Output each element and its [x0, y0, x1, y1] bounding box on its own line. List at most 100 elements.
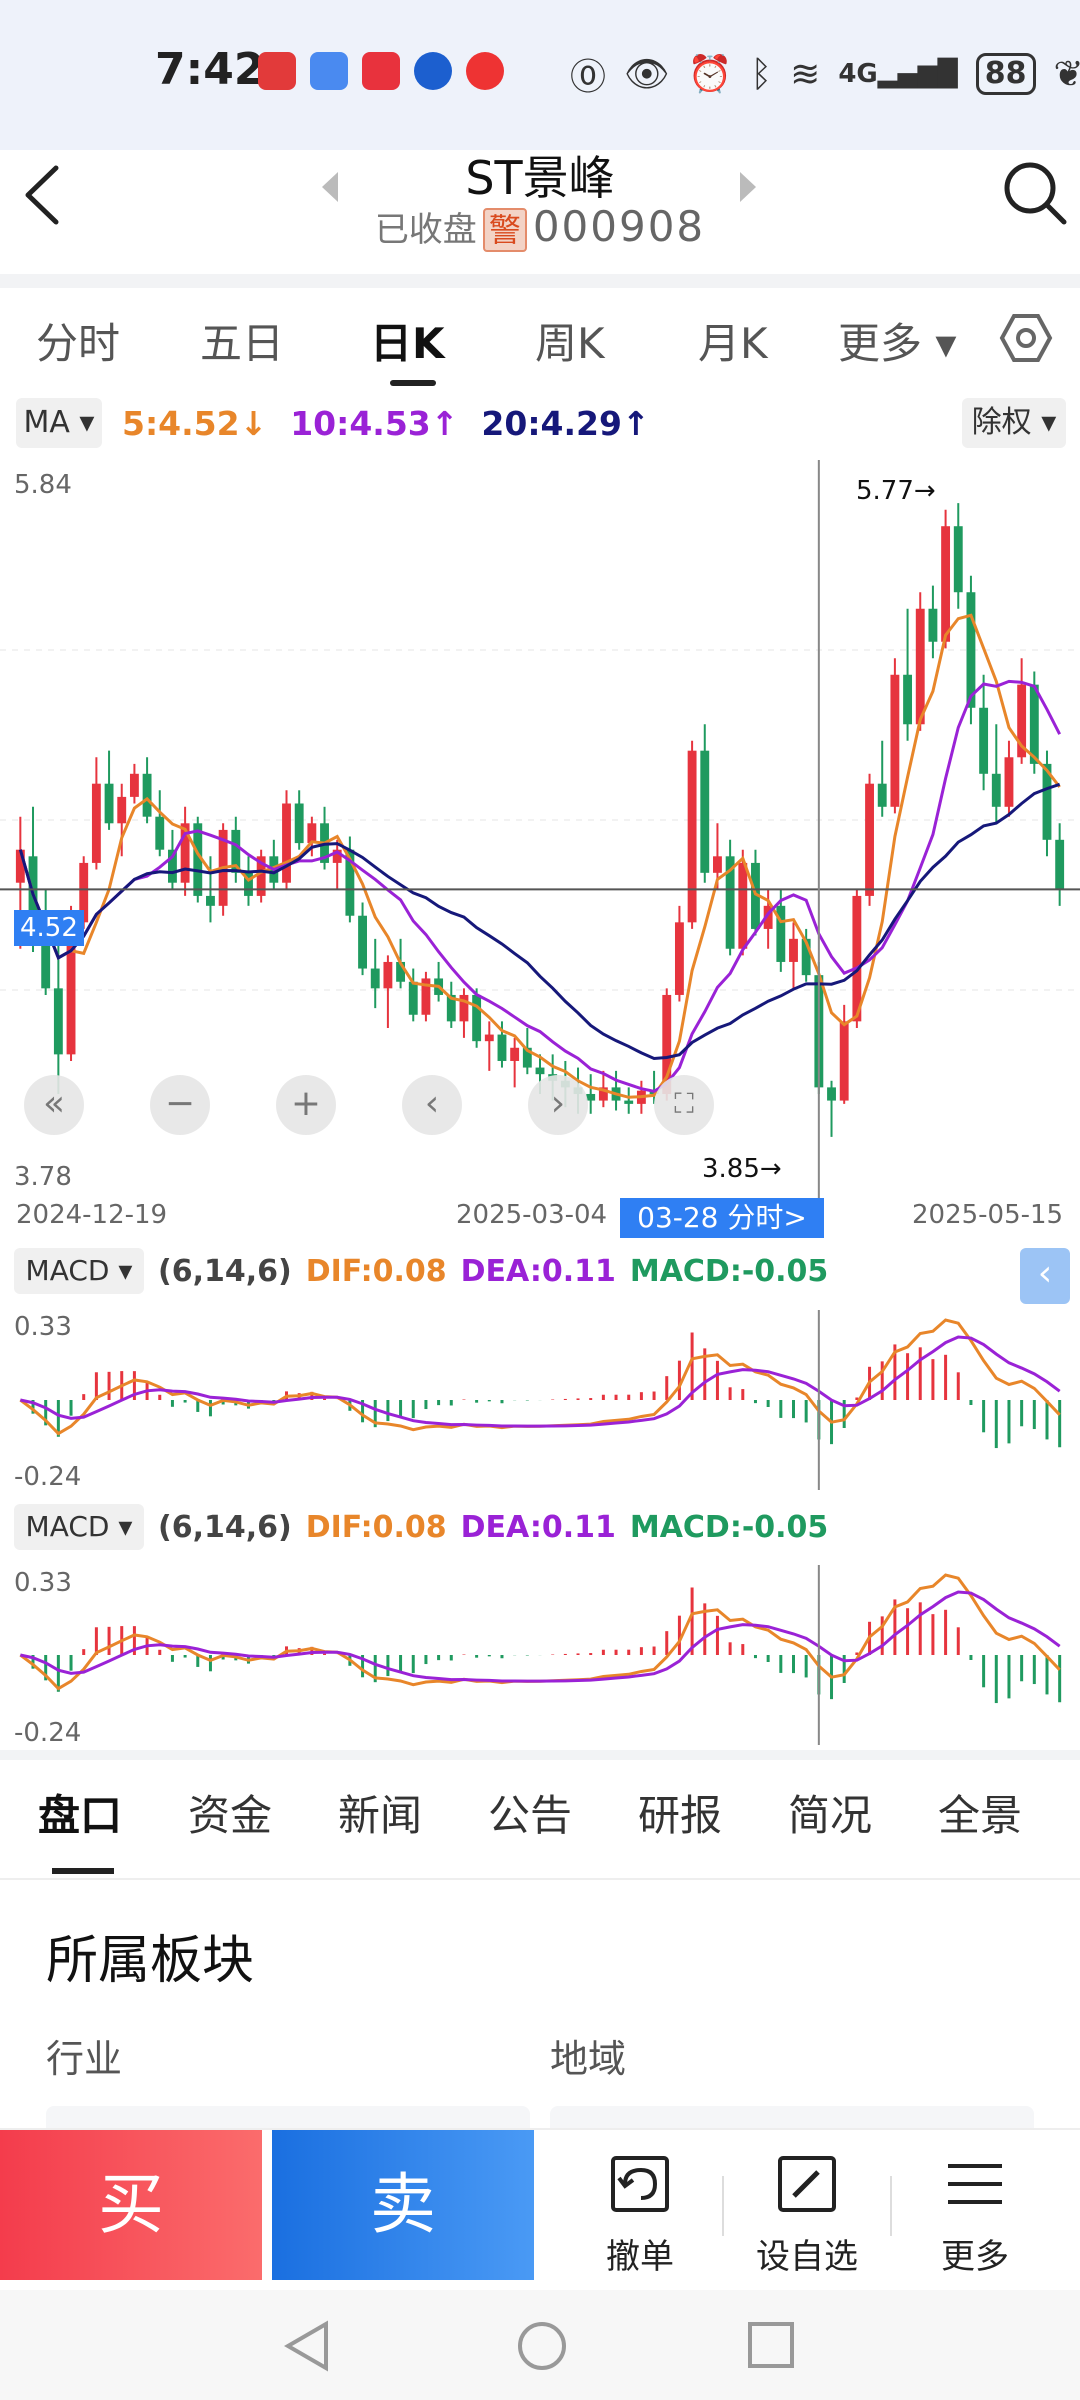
current-price-tag: 4.52: [14, 910, 84, 946]
candle-body: [472, 994, 482, 1042]
candle-body: [142, 773, 152, 817]
candle-body: [53, 988, 63, 1055]
candle-body: [865, 783, 874, 896]
tab-funds[interactable]: 资金: [188, 1791, 273, 1840]
macd-select-1[interactable]: MACD ▾: [14, 1248, 144, 1294]
candle-body: [535, 1067, 545, 1075]
status-bar: 7:42 ⓪ 👁 ⏰ ᛒ ≋ 4G▂▄▆█ 88 ❦: [0, 0, 1080, 150]
candle-body: [193, 823, 203, 896]
macd-params: (6,14,6): [158, 1253, 292, 1289]
candle-body: [624, 1100, 634, 1104]
candle-body: [801, 938, 811, 976]
collapse-panel-button[interactable]: ‹: [1020, 1248, 1070, 1304]
warning-badge: 警: [482, 208, 527, 252]
next-stock-icon[interactable]: [736, 170, 760, 204]
candle-body: [827, 1087, 836, 1101]
macd-select-2[interactable]: MACD ▾: [14, 1504, 144, 1550]
tab-announcements[interactable]: 公告: [488, 1791, 573, 1840]
y-min-label: 3.78: [14, 1162, 72, 1192]
candle-body: [725, 856, 735, 949]
candle-body: [776, 905, 786, 962]
nfc-icon: ⓪: [570, 57, 607, 98]
leaf-icon: ❦: [1053, 53, 1080, 95]
candle-body: [345, 849, 355, 916]
nav-back-icon[interactable]: [282, 2318, 332, 2374]
ma20-line: [18, 782, 1061, 1061]
tab-weekly-k[interactable]: 周K: [535, 319, 605, 368]
more-button[interactable]: 更多: [905, 2150, 1045, 2278]
market-state: 已收盘: [374, 210, 477, 250]
candle-body: [446, 994, 456, 1022]
candle-body: [522, 1047, 532, 1068]
menu-icon: [948, 2164, 1002, 2204]
candle-body: [738, 862, 748, 949]
buy-button[interactable]: 买: [0, 2130, 262, 2280]
fullscreen-button[interactable]: ⛶: [654, 1075, 714, 1135]
clock: 7:42: [155, 44, 265, 95]
tab-handicap[interactable]: 盘口: [38, 1791, 123, 1840]
candle-body: [180, 823, 190, 883]
tab-monthly-k[interactable]: 月K: [698, 319, 768, 368]
add-watchlist-button[interactable]: 设自选: [737, 2150, 877, 2278]
tab-profile[interactable]: 简况: [788, 1791, 873, 1840]
tab-more[interactable]: 更多 ▾: [838, 319, 957, 368]
cancel-order-button[interactable]: 撤单: [570, 2150, 710, 2278]
back-icon[interactable]: [18, 160, 68, 230]
candle-body: [662, 994, 672, 1094]
candle-body: [282, 803, 291, 883]
zoom-out-button[interactable]: −: [150, 1075, 210, 1135]
stock-name: ST景峰: [465, 151, 615, 205]
candle-body: [877, 783, 887, 807]
ma5-value: 5:4.52↓: [122, 404, 268, 443]
candle-body: [66, 922, 76, 1055]
candle-body: [41, 938, 51, 989]
system-nav-bar: [0, 2290, 1080, 2400]
cursor-date-tip[interactable]: 03-28 分时>: [620, 1198, 824, 1238]
search-icon[interactable]: [1000, 158, 1070, 228]
chart-settings-icon[interactable]: [998, 310, 1054, 366]
candle-body: [256, 856, 266, 896]
scroll-left-button[interactable]: ‹: [402, 1075, 462, 1135]
prev-stock-icon[interactable]: [318, 170, 342, 204]
tab-five-day[interactable]: 五日: [200, 319, 285, 368]
candle-body: [91, 783, 101, 863]
zoom-in-button[interactable]: +: [276, 1075, 336, 1135]
sell-button[interactable]: 卖: [272, 2130, 534, 2280]
candle-body: [510, 1047, 520, 1061]
candle-body: [332, 849, 342, 863]
notification-app-icon: [258, 52, 296, 90]
x-label-end: 2025-05-15: [912, 1200, 1064, 1230]
candle-body: [421, 978, 431, 1015]
adjustment-select[interactable]: 除权 ▾: [962, 398, 1066, 448]
tab-news[interactable]: 新闻: [338, 1791, 423, 1840]
notification-app-icon: [362, 52, 400, 90]
candle-body: [763, 905, 773, 929]
candle-body: [358, 915, 367, 969]
nav-home-icon[interactable]: [514, 2318, 570, 2374]
candle-body: [713, 856, 722, 873]
scroll-right-button[interactable]: ›: [528, 1075, 588, 1135]
macd-ymax: 0.33: [14, 1312, 72, 1342]
tab-panorama[interactable]: 全景: [938, 1791, 1023, 1840]
section-title: 所属板块: [46, 1931, 255, 1991]
candle-body: [903, 674, 913, 725]
candle-body: [370, 968, 380, 989]
candle-body: [459, 994, 469, 1022]
y-max-label: 5.84: [14, 470, 72, 500]
candle-body: [167, 849, 177, 883]
tab-daily-k[interactable]: 日K: [370, 319, 445, 368]
tab-research[interactable]: 研报: [638, 1791, 723, 1840]
bluetooth-icon: ᛒ: [750, 53, 773, 95]
macd-params: (6,14,6): [158, 1509, 292, 1545]
candle-body: [586, 1093, 596, 1101]
dea-line: [20, 1335, 1061, 1428]
tab-minute[interactable]: 分时: [36, 319, 121, 368]
candle-body: [396, 961, 406, 982]
x-label-start: 2024-12-19: [16, 1200, 168, 1230]
nav-recents-icon[interactable]: [744, 2318, 798, 2372]
candle-body: [852, 895, 862, 1022]
macd-ymin: -0.24: [14, 1462, 82, 1492]
macd-value: MACD:-0.05: [629, 1253, 829, 1289]
jump-start-button[interactable]: «: [24, 1075, 84, 1135]
ma-indicator-select[interactable]: MA ▾: [16, 398, 102, 448]
